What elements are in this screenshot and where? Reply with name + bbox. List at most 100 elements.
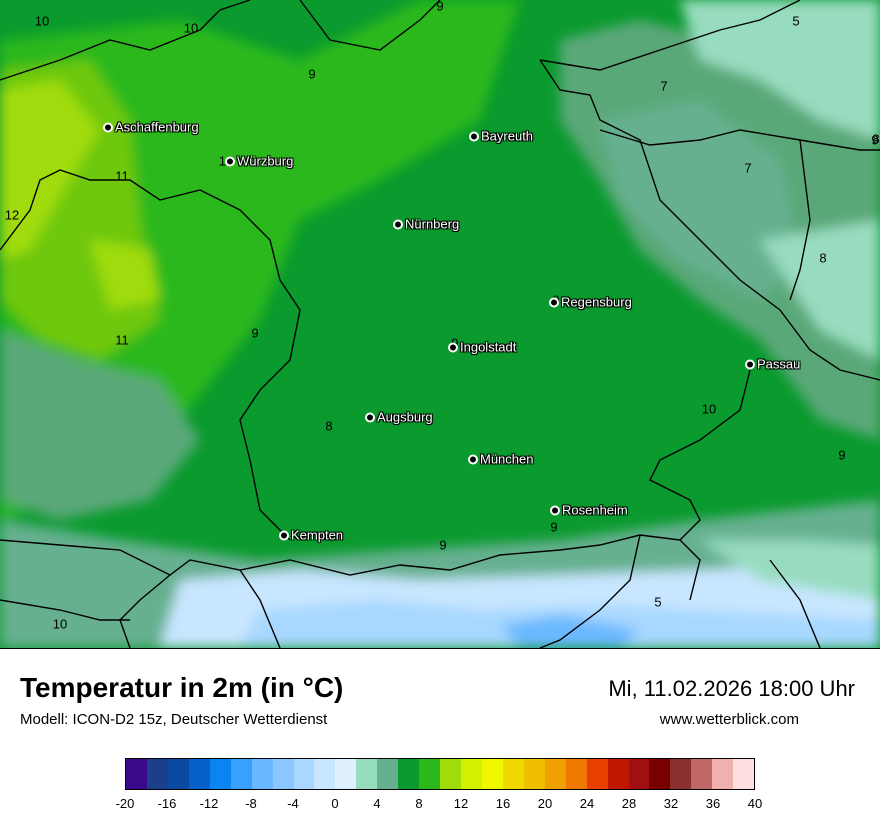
map-title: Temperatur in 2m (in °C) bbox=[20, 672, 344, 703]
legend-swatch bbox=[586, 759, 608, 789]
legend-swatch bbox=[565, 759, 587, 789]
legend-swatch bbox=[335, 759, 357, 789]
forecast-datetime: Mi, 11.02.2026 18:00 Uhr bbox=[608, 676, 855, 701]
city-marker: Nürnberg bbox=[393, 217, 459, 232]
city-label: Aschaffenburg bbox=[115, 119, 199, 135]
isotherm-value: 9 bbox=[308, 66, 316, 82]
isotherm-value: 8 bbox=[872, 131, 880, 147]
legend-tick-label: -4 bbox=[287, 796, 299, 811]
legend-swatch bbox=[419, 759, 441, 789]
city-dot-icon bbox=[103, 122, 113, 132]
isotherm-value: 10 bbox=[34, 13, 50, 29]
legend-swatch bbox=[188, 759, 210, 789]
isotherm-value: 11 bbox=[115, 168, 129, 184]
legend-tick-label: 20 bbox=[537, 796, 553, 811]
legend-swatch bbox=[649, 759, 671, 789]
legend-swatch bbox=[607, 759, 629, 789]
city-dot-icon bbox=[745, 359, 755, 369]
legend-tick-label: 8 bbox=[415, 796, 423, 811]
isotherm-value: 10 bbox=[52, 616, 68, 632]
legend-swatch bbox=[733, 759, 755, 789]
legend-swatch bbox=[293, 759, 315, 789]
city-dot-icon bbox=[393, 219, 403, 229]
city-label: München bbox=[480, 451, 534, 467]
city-dot-icon bbox=[469, 131, 479, 141]
legend-tick-label: 40 bbox=[747, 796, 763, 811]
isotherm-value: 9 bbox=[251, 325, 259, 341]
legend-tick-label: 28 bbox=[621, 796, 637, 811]
city-dot-icon bbox=[279, 530, 289, 540]
city-dot-icon bbox=[468, 454, 478, 464]
legend-tick-label: 32 bbox=[663, 796, 679, 811]
legend-tick-label: 0 bbox=[331, 796, 339, 811]
isotherm-value: 5 bbox=[792, 13, 800, 29]
city-label: Rosenheim bbox=[562, 502, 628, 518]
legend-tick-label: -8 bbox=[245, 796, 257, 811]
legend-swatch bbox=[356, 759, 378, 789]
isotherm-value: 12 bbox=[4, 207, 20, 223]
city-marker: Aschaffenburg bbox=[103, 120, 199, 135]
city-marker: Augsburg bbox=[365, 410, 433, 425]
isotherm-value: 9 bbox=[838, 447, 846, 463]
legend-swatch bbox=[481, 759, 503, 789]
temperature-map: 10109597781011129119881099510999 Aschaff… bbox=[0, 0, 880, 649]
city-label: Ingolstadt bbox=[460, 339, 517, 355]
city-dot-icon bbox=[550, 505, 560, 515]
legend-tick-label: -12 bbox=[199, 796, 219, 811]
isotherm-value: 9 bbox=[550, 519, 558, 535]
legend-swatch bbox=[461, 759, 482, 789]
city-label: Kempten bbox=[291, 527, 344, 543]
legend-swatch bbox=[167, 759, 189, 789]
legend-tick-label: 4 bbox=[373, 796, 381, 811]
city-marker: Ingolstadt bbox=[448, 340, 516, 355]
legend-swatch bbox=[628, 759, 650, 789]
legend-swatch bbox=[523, 759, 545, 789]
city-dot-icon bbox=[549, 297, 559, 307]
legend-tick-label: -16 bbox=[157, 796, 177, 811]
legend-swatch bbox=[712, 759, 734, 789]
legend-tick-label: 16 bbox=[495, 796, 511, 811]
legend-swatch bbox=[502, 759, 524, 789]
legend-swatch bbox=[251, 759, 273, 789]
city-marker: Rosenheim bbox=[550, 503, 628, 518]
legend-swatch bbox=[691, 759, 713, 789]
isotherm-value: 8 bbox=[819, 250, 827, 266]
state-borders bbox=[0, 0, 880, 648]
isotherm-value: 7 bbox=[744, 160, 752, 176]
legend-swatch bbox=[440, 759, 461, 789]
isotherm-value: 10 bbox=[701, 401, 717, 417]
temperature-legend bbox=[125, 758, 755, 790]
isotherm-value: 10 bbox=[183, 20, 199, 36]
city-marker: Regensburg bbox=[549, 295, 632, 310]
city-marker: Bayreuth bbox=[469, 129, 533, 144]
legend-swatch bbox=[377, 759, 399, 789]
city-marker: Würzburg bbox=[225, 154, 293, 169]
legend-tick-label: 36 bbox=[705, 796, 721, 811]
legend-tick-label: 12 bbox=[453, 796, 469, 811]
legend-swatch bbox=[126, 759, 147, 789]
city-label: Nürnberg bbox=[405, 216, 460, 232]
isotherm-value: 8 bbox=[325, 418, 333, 434]
city-dot-icon bbox=[225, 156, 235, 166]
legend-swatch bbox=[314, 759, 336, 789]
website-link[interactable]: www.wetterblick.com bbox=[659, 711, 799, 728]
city-dot-icon bbox=[365, 412, 375, 422]
legend-swatch bbox=[272, 759, 294, 789]
isotherm-value: 9 bbox=[436, 0, 444, 14]
city-label: Bayreuth bbox=[481, 128, 534, 144]
isotherm-value: 7 bbox=[660, 78, 668, 94]
legend-swatch bbox=[230, 759, 252, 789]
legend-tick-label: -20 bbox=[115, 796, 135, 811]
legend-swatch bbox=[670, 759, 692, 789]
model-source: Modell: ICON-D2 15z, Deutscher Wetterdie… bbox=[20, 711, 328, 728]
legend-swatch bbox=[146, 759, 168, 789]
isotherm-value: 11 bbox=[115, 332, 129, 348]
city-marker: Passau bbox=[745, 357, 800, 372]
city-label: Augsburg bbox=[377, 409, 433, 425]
city-marker: München bbox=[468, 452, 533, 467]
legend-tick-label: 24 bbox=[579, 796, 595, 811]
city-label: Würzburg bbox=[237, 153, 294, 169]
legend-swatch bbox=[398, 759, 420, 789]
legend-swatch bbox=[544, 759, 566, 789]
city-marker: Kempten bbox=[279, 528, 343, 543]
